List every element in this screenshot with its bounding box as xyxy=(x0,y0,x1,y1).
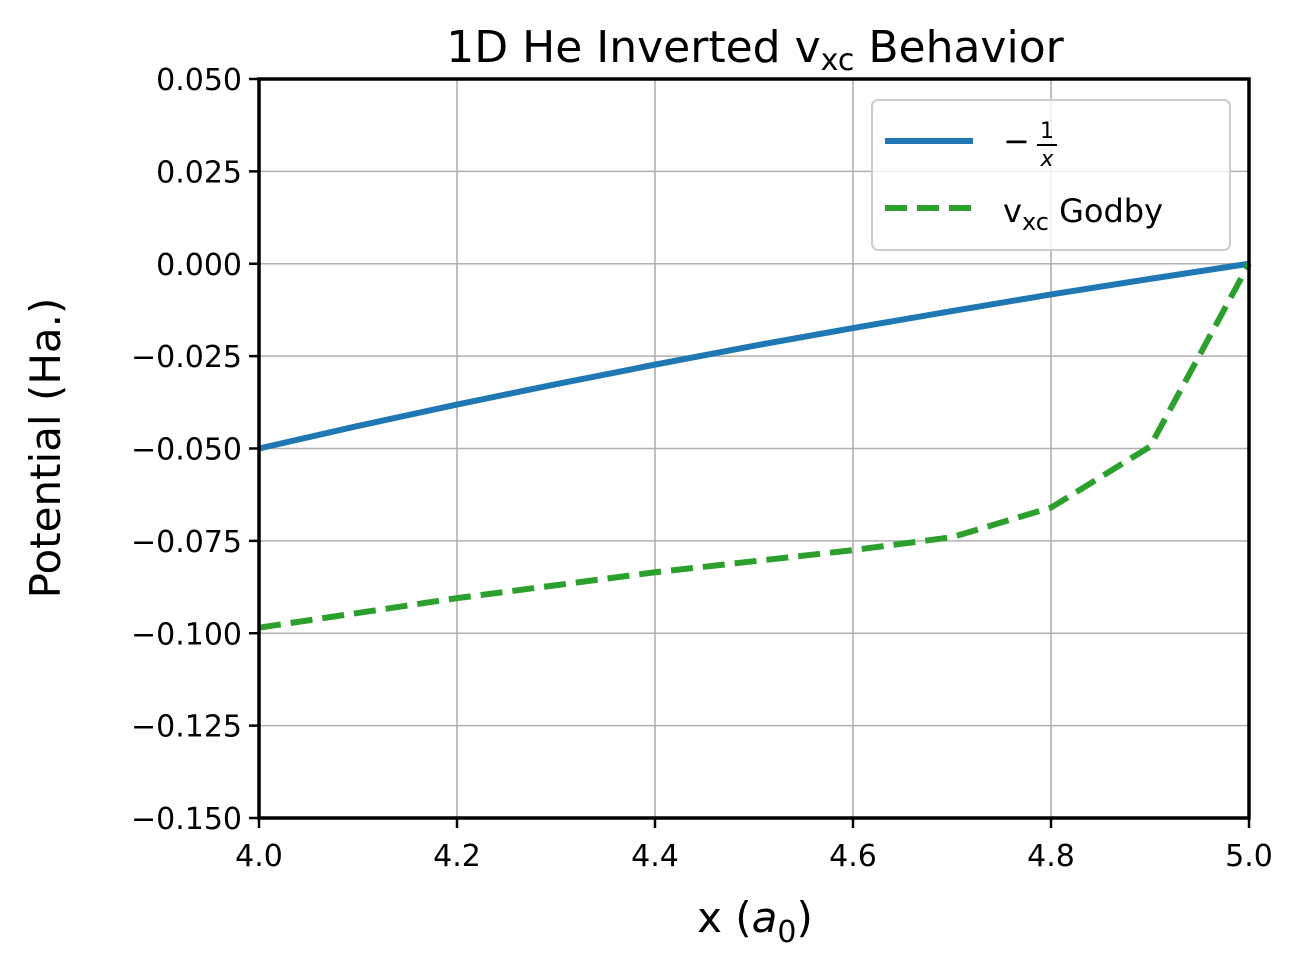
series-line-vxc-godby xyxy=(258,262,1252,631)
legend-box xyxy=(871,99,1231,251)
x-tick-label-1: 4.2 xyxy=(433,839,481,874)
y-tick-label-1: 0.025 xyxy=(156,155,242,190)
y-tick-label-8: −0.150 xyxy=(131,802,242,837)
y-tick-label-2: 0.000 xyxy=(156,248,242,283)
legend-label-vxc-godby: vxc Godby xyxy=(1003,192,1163,236)
x-tick-label-2: 4.4 xyxy=(631,839,679,874)
y-tick-label-6: −0.100 xyxy=(131,617,242,652)
legend: − 1 x vxc Godby xyxy=(871,99,1231,251)
x-tick-label-0: 4.0 xyxy=(235,839,283,874)
series-layer xyxy=(258,260,1252,631)
y-tick-label-3: −0.025 xyxy=(131,340,242,375)
legend-fraction-denominator: x xyxy=(1039,147,1054,172)
x-tick-label-4: 4.8 xyxy=(1027,839,1075,874)
series-line-minus-one-over-x xyxy=(258,260,1250,452)
legend-fraction-numerator: 1 xyxy=(1040,119,1054,144)
legend-label-minus-one-over-x: − xyxy=(1003,122,1030,160)
y-tick-label-7: −0.125 xyxy=(131,710,242,745)
y-tick-label-4: −0.050 xyxy=(131,433,242,468)
y-tick-label-5: −0.075 xyxy=(131,525,242,560)
y-axis-label: Potential (Ha.) xyxy=(21,298,70,599)
axis-ticks: 4.0 4.2 4.4 4.6 4.8 5.0 0.050 0.025 0.000 −0.025 −… xyxy=(131,63,1273,874)
x-tick-label-5: 5.0 xyxy=(1225,839,1273,874)
y-tick-label-0: 0.050 xyxy=(156,63,242,98)
x-axis-label: x (a0) xyxy=(697,893,813,950)
chart-title: 1D He Inverted vxc Behavior xyxy=(446,22,1064,78)
x-tick-label-3: 4.6 xyxy=(829,839,877,874)
